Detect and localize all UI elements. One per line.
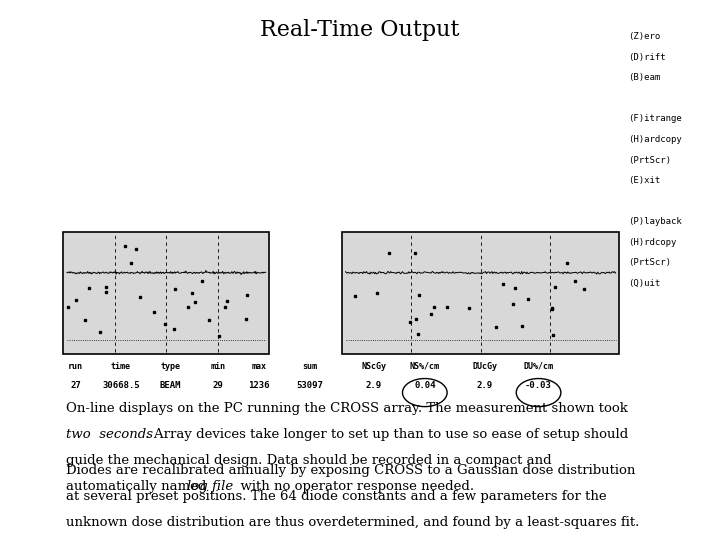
Text: (D)rift: (D)rift	[629, 53, 666, 62]
Text: (Z)ero: (Z)ero	[629, 32, 661, 42]
Text: (PrtScr): (PrtScr)	[629, 156, 672, 165]
Text: (H)rdcopy: (H)rdcopy	[629, 238, 677, 247]
Text: at several preset positions. The 64 diode constants and a few parameters for the: at several preset positions. The 64 diod…	[66, 490, 607, 503]
Text: 0.04: 0.04	[414, 381, 436, 390]
Text: DUcGy: DUcGy	[472, 362, 497, 371]
Text: Diodes are recalibrated annually by exposing CROSS to a Gaussian dose distributi: Diodes are recalibrated annually by expo…	[66, 464, 636, 477]
Text: On-line displays on the PC running the CROSS array. The measurement shown took: On-line displays on the PC running the C…	[66, 402, 628, 415]
Text: -0.03: -0.03	[525, 381, 552, 390]
Text: 2.9: 2.9	[477, 381, 492, 390]
Text: run: run	[68, 362, 83, 371]
Text: min: min	[211, 362, 225, 371]
Text: two  seconds: two seconds	[66, 428, 153, 441]
Text: log file: log file	[187, 480, 233, 493]
Text: guide the mechanical design. Data should be recorded in a compact and: guide the mechanical design. Data should…	[66, 454, 552, 467]
Text: (Q)uit: (Q)uit	[629, 279, 661, 288]
Text: max: max	[252, 362, 266, 371]
Text: automatically named: automatically named	[66, 480, 211, 493]
Text: unknown dose distribution are thus overdetermined, and found by a least-squares : unknown dose distribution are thus overd…	[66, 516, 639, 529]
Bar	[342, 232, 619, 354]
Text: 2.9: 2.9	[366, 381, 382, 390]
Text: (B)eam: (B)eam	[629, 73, 661, 83]
Text: (E)xit: (E)xit	[629, 176, 661, 185]
Text: (H)ardcopy: (H)ardcopy	[629, 135, 683, 144]
Text: (PrtScr): (PrtScr)	[629, 258, 672, 267]
Text: . Array devices take longer to set up than to use so ease of setup should: . Array devices take longer to set up th…	[137, 428, 628, 441]
Text: sum: sum	[302, 362, 317, 371]
Text: 30668.5: 30668.5	[102, 381, 140, 390]
Text: DU%/cm: DU%/cm	[523, 362, 554, 371]
Text: 29: 29	[213, 381, 223, 390]
Text: Real-Time Output: Real-Time Output	[260, 19, 460, 41]
Text: with no operator response needed.: with no operator response needed.	[232, 480, 474, 493]
Text: time: time	[111, 362, 131, 371]
Text: BEAM: BEAM	[160, 381, 181, 390]
Bar	[63, 232, 269, 354]
Text: 27: 27	[71, 381, 81, 390]
Text: NScGy: NScGy	[361, 362, 386, 371]
Text: (P)layback: (P)layback	[629, 217, 683, 226]
Text: type: type	[161, 362, 181, 371]
Text: 1236: 1236	[248, 381, 270, 390]
Text: NS%/cm: NS%/cm	[410, 362, 440, 371]
Text: (F)itrange: (F)itrange	[629, 114, 683, 124]
Text: 53097: 53097	[296, 381, 323, 390]
